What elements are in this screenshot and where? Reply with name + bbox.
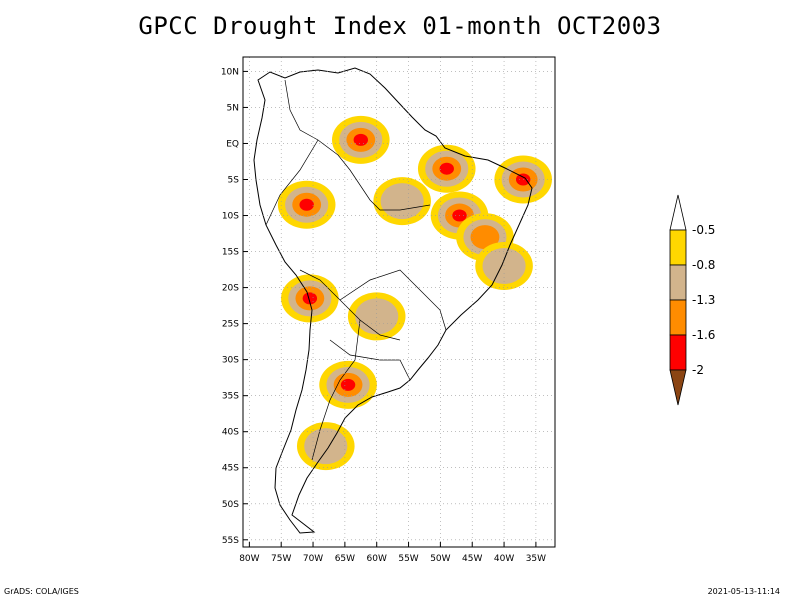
lon-tick-label: 60W [367,554,387,564]
colorbar-label: -2 [692,363,704,377]
lon-tick-label: 75W [271,554,291,564]
colorbar-bin [669,334,687,371]
lat-tick-label: EQ [226,139,239,149]
lat-tick-label: 40S [222,428,239,438]
colorbar-label: -1.3 [692,293,715,307]
lon-tick-label: 40W [494,554,514,564]
drought-patch [417,144,476,193]
lat-tick-label: 15S [222,248,239,258]
longitude-ticks: 80W 75W 70W 65W 60W 55W 50W 45W 40W 35W [239,542,546,564]
drought-patch [281,274,339,323]
drought-patch [347,292,406,341]
drought-patches [277,115,552,471]
drought-patch-level [304,428,348,465]
colorbar-bottom-arrow [669,369,687,406]
colorbar-label: -0.5 [692,223,715,237]
drought-patch-level [353,133,368,146]
footer-credit: GrADS: COLA/IGES [4,587,79,596]
lat-tick-label: 45S [222,464,239,474]
colorbar-bin [669,264,687,301]
lon-tick-label: 65W [335,554,355,564]
lon-tick-label: 45W [462,554,482,564]
drought-patch-level [299,198,314,211]
drought-patch [319,360,377,409]
page-title: GPCC Drought Index 01-month OCT2003 [138,12,662,40]
colorbar-bin [669,299,687,336]
plot-frame [242,56,556,548]
drought-patch [277,180,336,229]
country-borders [265,79,447,461]
south-america-outline [253,67,533,534]
colorbar-bin [669,229,687,266]
lat-tick-label: 30S [222,356,239,366]
drought-patch [296,422,355,471]
drought-patch-level [340,378,356,391]
colorbar-label: -0.8 [692,258,715,272]
lat-tick-label: 20S [222,284,239,294]
drought-patch [331,115,390,164]
lat-tick-label: 50S [222,500,239,510]
lon-tick-label: 80W [239,554,259,564]
coastline [253,67,533,534]
lat-tick-label: 10S [222,212,239,222]
drought-patch-level [470,225,500,250]
drought-patch-level [355,298,399,335]
lat-tick-label: 10N [221,67,239,77]
drought-patch-level [439,162,454,175]
lon-tick-label: 55W [398,554,418,564]
drought-patch-level [380,183,424,220]
lat-tick-label: 35S [222,392,239,402]
latitude-ticks: 10N 5N EQ 5S 10S 15S 20S 25S 30S 35S 40S 45S 50S 55S [221,67,248,546]
lat-tick-label: 55S [222,536,239,546]
colorbar-label: -1.6 [692,328,715,342]
colorbar-legend: -0.5 -0.8 -1.3 -1.6 -2 [669,194,715,406]
colorbar-top-arrow [669,194,687,231]
drought-patch-level [302,292,318,305]
lon-tick-label: 35W [526,554,546,564]
lat-tick-label: 5S [228,176,240,186]
drought-patch [373,177,431,226]
lon-tick-label: 70W [303,554,323,564]
lon-tick-label: 50W [430,554,450,564]
footer-timestamp: 2021-05-13-11:14 [707,587,780,596]
lat-tick-label: 25S [222,320,239,330]
grid-lines [243,57,555,547]
lat-tick-label: 5N [227,103,239,113]
